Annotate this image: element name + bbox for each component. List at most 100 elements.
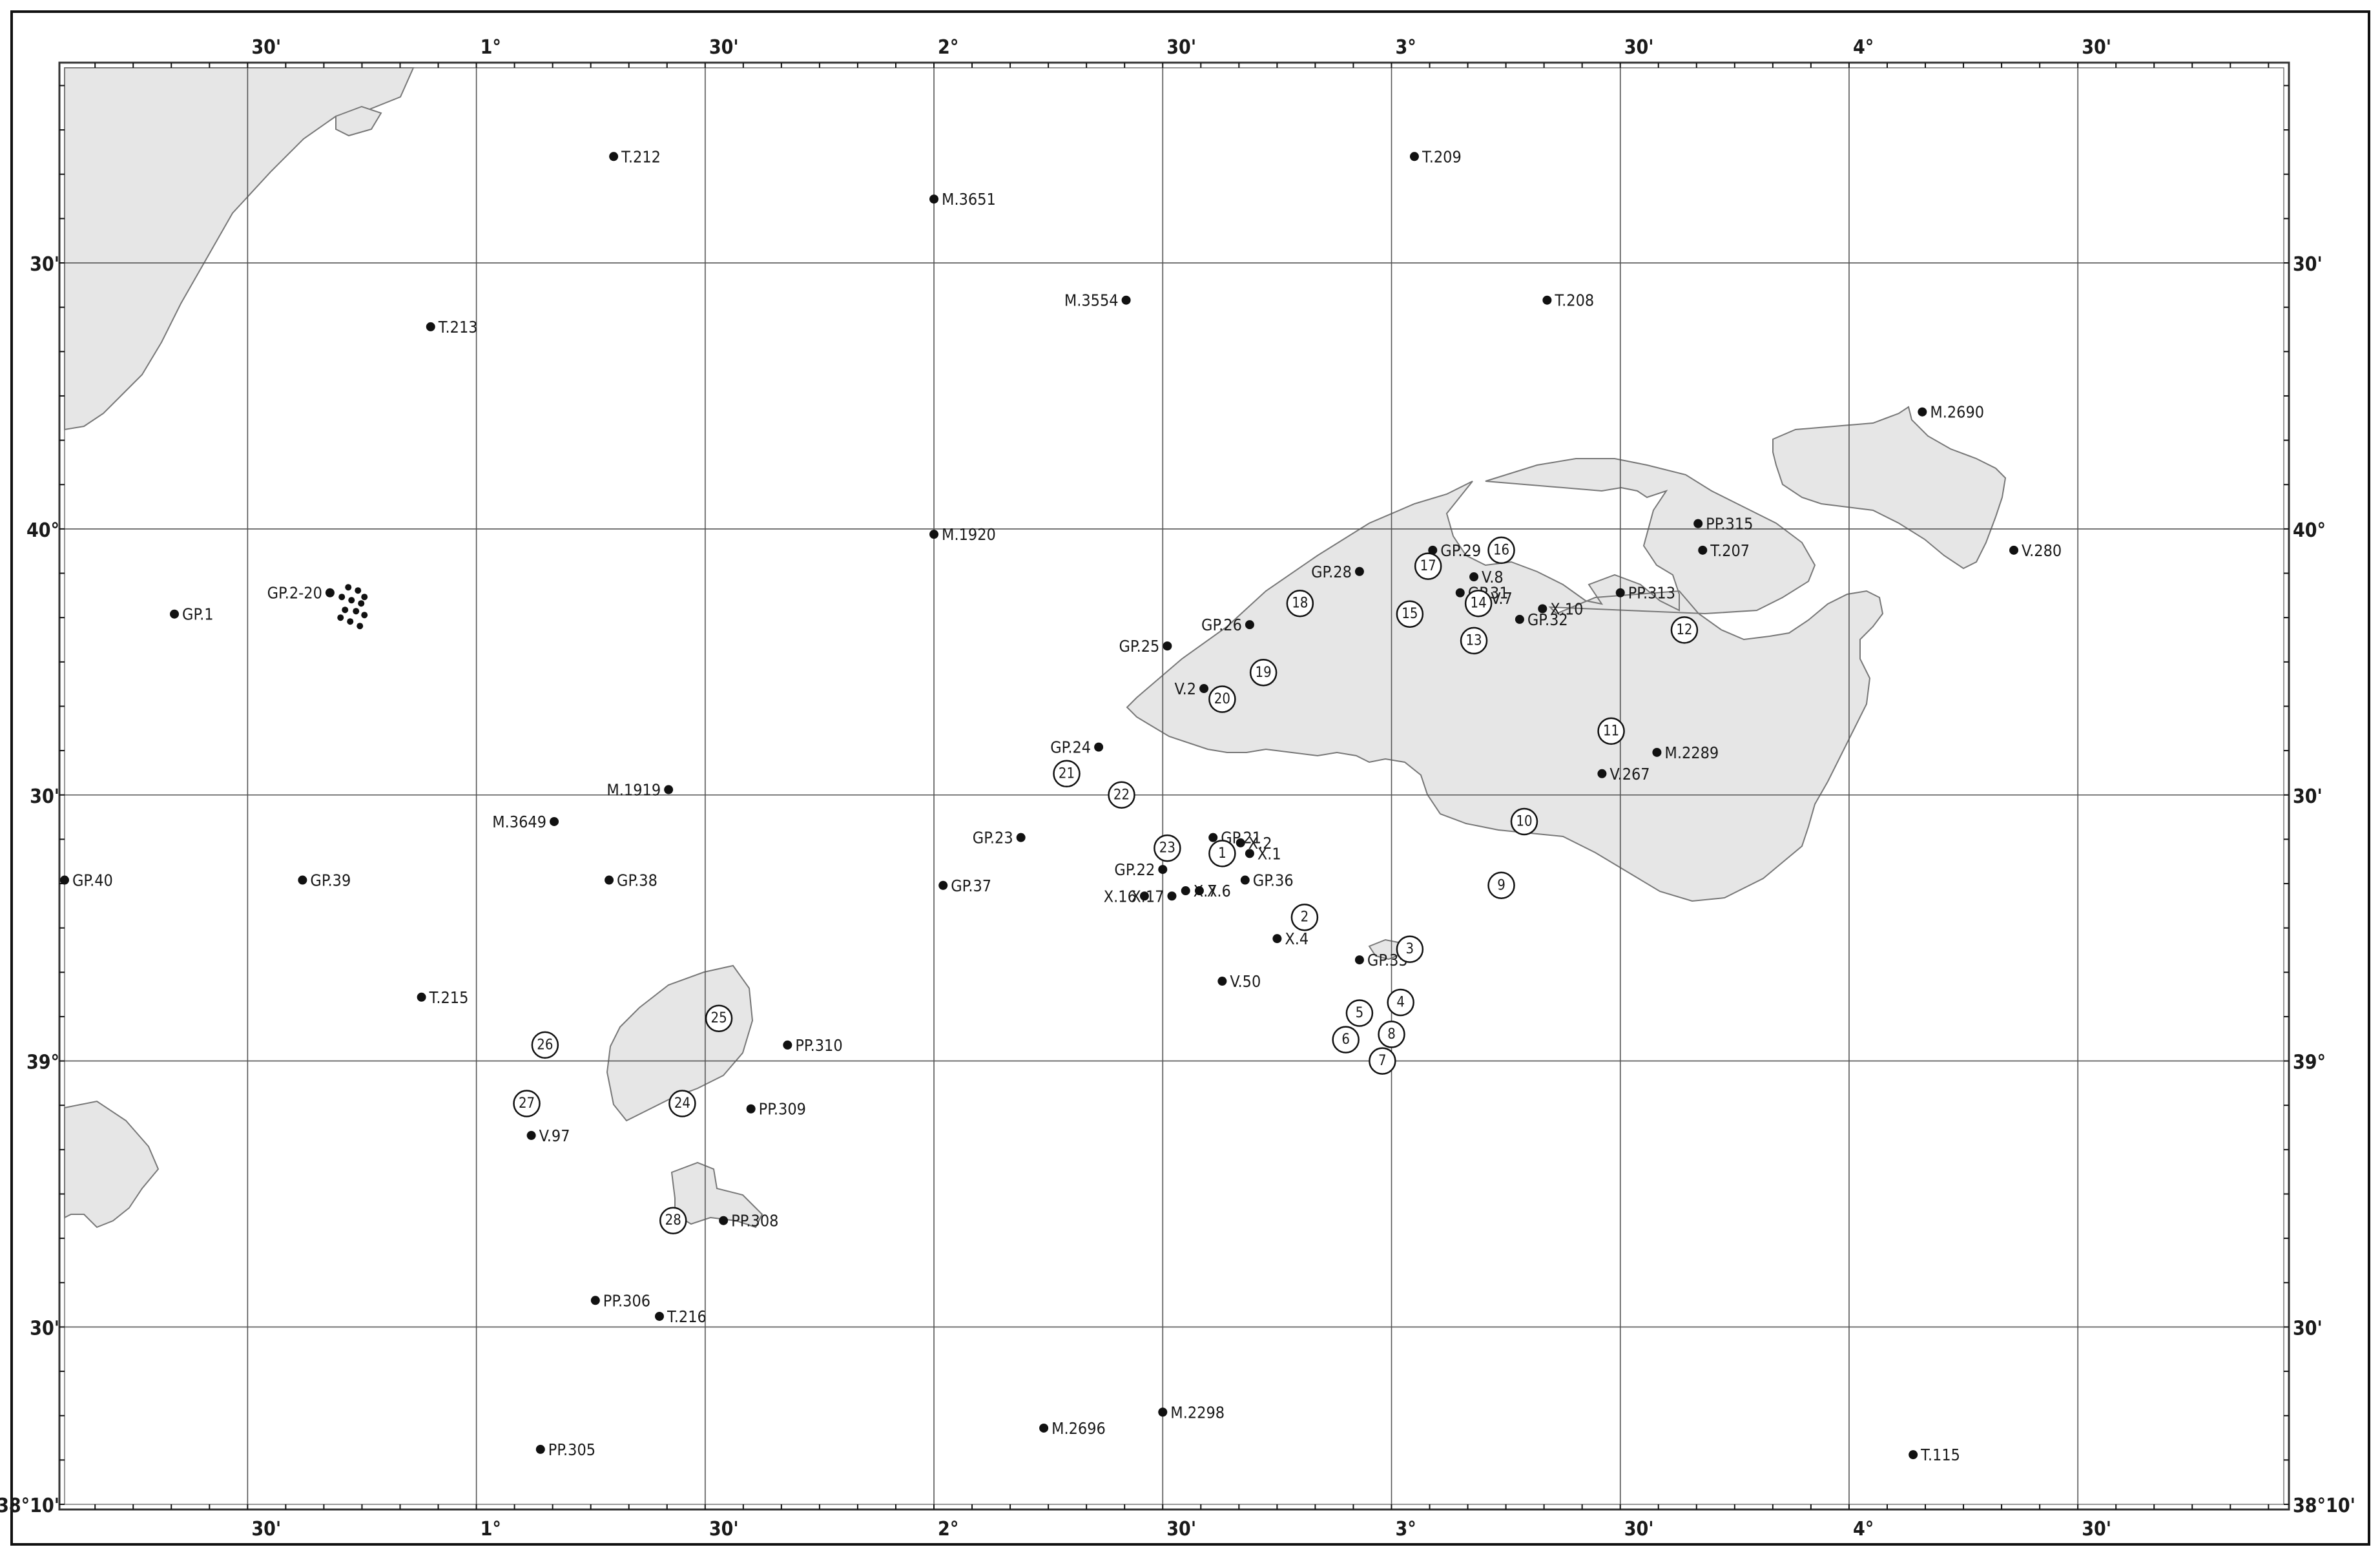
station-marker: GP.32 [1515,610,1568,629]
left-axis-label: 30' [30,785,59,808]
numbered-label: 28 [665,1212,681,1229]
station-dot [526,1130,536,1140]
numbered-circle [1396,600,1424,628]
numbered-circle [1332,1026,1360,1053]
station-dot [1909,1450,1918,1460]
station-marker: M.3649 [492,813,559,831]
station-label: T.212 [621,147,661,166]
station-label: M.2696 [1051,1419,1106,1438]
station-dot [1542,295,1552,305]
numbered-circle [1487,871,1515,900]
bottom-axis-label: 4° [1853,1518,1874,1540]
station-marker: GP.28 [1311,563,1364,581]
station-label: V.97 [539,1126,570,1145]
numbered-label: 13 [1465,632,1482,648]
station-label: T.207 [1710,541,1750,560]
top-axis-label: 30' [709,36,739,59]
numbered-circle [1387,988,1414,1017]
station-dot [1469,572,1479,582]
station-dot [590,1296,600,1305]
numbered-point: 11 [1597,717,1625,745]
station-label: GP.40 [72,871,113,890]
numbered-point: 3 [1396,935,1424,963]
bottom-axis-label: 2° [938,1518,958,1540]
station-dot [298,875,307,885]
station-label: V.280 [2022,541,2062,560]
station-dot [654,1311,664,1321]
station-label: V.7 [1491,589,1513,608]
columbretes-islet [335,105,382,137]
station-marker: PP.306 [590,1291,650,1310]
station-label: PP.309 [759,1100,806,1119]
station-label: GP.37 [951,877,991,895]
station-dot [1693,519,1703,528]
station-marker: PP.315 [1693,515,1753,534]
station-label: M.3649 [492,813,546,831]
station-label: PP.313 [1628,584,1675,603]
station-label: GP.25 [1119,637,1160,656]
station-dot [1918,407,1927,417]
station-dot [1455,588,1465,597]
station-dot [1181,886,1190,896]
station-label: V.267 [1609,765,1650,783]
station-dot [325,588,335,597]
numbered-point: 16 [1487,536,1515,565]
station-marker: GP.40 [60,871,113,890]
numbered-circle [1249,659,1278,687]
top-axis-label: 4° [1853,36,1874,59]
left-axis-label: 40° [26,519,59,542]
map-frame [58,61,2290,1511]
numbered-circle [1597,717,1625,745]
station-marker: GP.25 [1119,637,1172,656]
numbered-circle [668,1090,696,1117]
iberian-coast [64,67,415,431]
numbered-label: 2 [1301,909,1309,926]
station-label: X.17 [1131,887,1164,906]
station-dot [1652,747,1662,757]
station-marker: GP.36 [1240,871,1294,890]
numbered-circle [1290,903,1319,931]
numbered-circle [531,1031,559,1059]
cape-nao-coast [64,1100,160,1229]
bottom-axis-label: 3° [1396,1518,1416,1540]
numbered-circle [1670,616,1699,644]
station-dot [929,530,939,539]
numbered-label: 18 [1292,596,1308,612]
numbered-point: 5 [1345,999,1374,1027]
station-dot [1217,977,1227,986]
station-marker: V.2 [1174,679,1209,698]
numbered-circle [1345,999,1374,1027]
station-marker: GP.35 [1354,951,1408,970]
station-label: GP.24 [1050,738,1091,757]
station-label: M.2298 [1170,1403,1225,1422]
station-marker: X.1 [1245,844,1281,863]
menorca-island [1772,406,2007,570]
station-marker: GP.22 [1114,860,1168,879]
station-label: M.2690 [1930,403,1984,422]
numbered-circle [1369,1047,1396,1075]
numbered-label: 5 [1356,1005,1364,1021]
station-label: M.3651 [942,190,996,209]
numbered-label: 1 [1218,845,1226,862]
numbered-point: 8 [1378,1021,1405,1048]
numbered-label: 8 [1387,1026,1396,1043]
station-marker: PP.310 [783,1036,843,1055]
numbered-label: 16 [1493,542,1509,558]
numbered-label: 22 [1113,787,1130,803]
numbered-point: 2 [1290,903,1319,931]
numbered-circle [1464,589,1493,617]
cluster-dot [361,612,368,619]
numbered-point: 26 [531,1031,559,1059]
station-dot [535,1444,545,1454]
station-marker: X.6 [1194,882,1231,900]
numbered-circle [1510,807,1538,836]
top-axis-label: 30' [1166,36,1196,59]
numbered-point: 20 [1208,685,1236,713]
station-label: M.3554 [1064,291,1119,310]
left-axis-label: 38°10' [0,1495,59,1517]
station-dot [1428,545,1438,555]
numbered-point: 12 [1670,616,1699,644]
ibiza-island [606,964,754,1122]
numbered-circle [1108,781,1135,809]
station-marker: GP.39 [298,871,351,890]
